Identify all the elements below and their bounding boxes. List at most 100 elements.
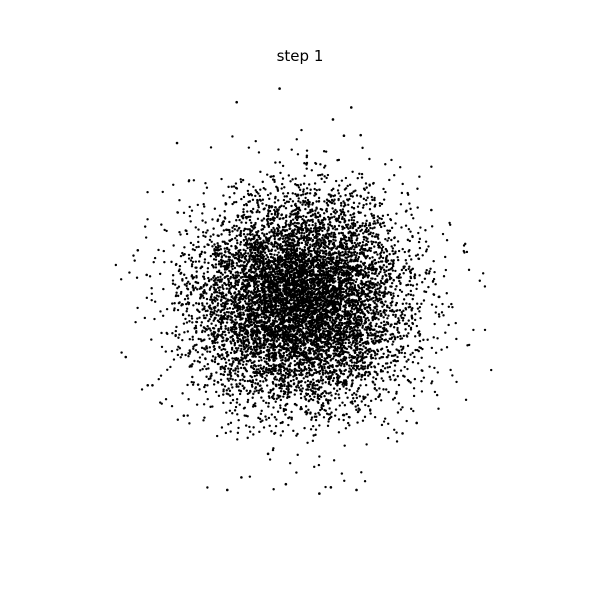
scatter-point: [293, 268, 296, 272]
scatter-point: [353, 246, 357, 249]
scatter-point: [248, 200, 252, 203]
scatter-point: [290, 148, 293, 151]
scatter-point: [324, 381, 327, 384]
scatter-point: [212, 311, 216, 315]
scatter-point: [160, 223, 163, 226]
scatter-point: [232, 361, 235, 364]
scatter-point: [161, 314, 165, 317]
scatter-point: [231, 357, 234, 360]
scatter-point: [370, 272, 374, 275]
scatter-point: [191, 375, 194, 379]
scatter-point: [257, 391, 260, 395]
scatter-point: [273, 208, 276, 212]
scatter-point: [212, 276, 215, 279]
scatter-point: [289, 379, 293, 383]
scatter-point: [271, 178, 275, 181]
scatter-point: [247, 183, 251, 186]
scatter-point: [390, 245, 393, 248]
scatter-point: [206, 243, 209, 246]
scatter-point: [312, 266, 316, 269]
scatter-point: [410, 308, 413, 311]
scatter-point: [171, 282, 175, 285]
scatter-point: [281, 240, 285, 244]
scatter-point: [196, 308, 199, 311]
scatter-point: [300, 241, 304, 245]
scatter-point: [411, 351, 414, 355]
scatter-point: [262, 380, 265, 383]
scatter-point: [273, 416, 277, 419]
scatter-point: [357, 274, 360, 278]
scatter-point: [354, 405, 357, 408]
scatter-point: [440, 311, 444, 314]
scatter-point: [346, 396, 349, 399]
scatter-point: [408, 265, 411, 268]
scatter-point: [171, 273, 175, 277]
scatter-point: [311, 424, 315, 428]
scatter-point: [178, 264, 182, 268]
scatter-point: [340, 472, 344, 475]
scatter-point: [231, 135, 234, 138]
scatter-point: [218, 280, 222, 284]
scatter-point: [257, 368, 260, 371]
scatter-point: [196, 383, 200, 386]
scatter-point: [320, 173, 324, 176]
scatter-point: [283, 186, 286, 189]
scatter-point: [215, 390, 218, 394]
scatter-point: [203, 305, 206, 308]
scatter-point: [218, 214, 222, 217]
scatter-point: [420, 379, 423, 383]
scatter-point: [351, 393, 354, 397]
scatter-point: [229, 430, 232, 433]
scatter-point: [248, 258, 251, 261]
scatter-point: [186, 297, 190, 300]
scatter-point: [228, 363, 232, 366]
scatter-point: [231, 398, 235, 402]
scatter-point: [206, 229, 209, 232]
scatter-point: [205, 367, 208, 371]
scatter-point: [240, 353, 244, 356]
scatter-point: [410, 268, 413, 272]
scatter-point: [324, 258, 327, 261]
scatter-point: [399, 281, 402, 285]
scatter-point: [301, 203, 304, 206]
scatter-point: [356, 390, 359, 393]
scatter-point: [359, 355, 362, 358]
scatter-point: [303, 246, 306, 249]
scatter-point: [348, 353, 351, 357]
scatter-point: [182, 211, 186, 215]
scatter-point: [341, 250, 344, 254]
scatter-point: [321, 382, 324, 385]
scatter-point: [437, 407, 440, 410]
scatter-point: [219, 378, 223, 382]
scatter-point: [319, 256, 323, 259]
scatter-point: [324, 150, 328, 153]
scatter-point: [172, 183, 175, 186]
scatter-point: [365, 186, 368, 189]
scatter-point: [260, 224, 264, 227]
scatter-point: [262, 186, 265, 190]
scatter-point: [258, 304, 262, 308]
scatter-point: [352, 282, 355, 285]
scatter-point: [272, 231, 276, 235]
scatter-point: [379, 270, 382, 274]
scatter-point: [163, 228, 166, 232]
scatter-point: [267, 212, 270, 216]
scatter-point: [368, 295, 371, 298]
scatter-point: [400, 226, 403, 229]
scatter-point: [310, 416, 314, 419]
scatter-point: [339, 358, 343, 362]
scatter-point: [220, 303, 223, 306]
scatter-point: [334, 218, 337, 221]
scatter-point: [201, 231, 205, 234]
scatter-point: [260, 228, 263, 231]
scatter-point: [401, 182, 404, 186]
scatter-point: [401, 406, 404, 409]
scatter-point: [404, 210, 408, 213]
scatter-point: [241, 363, 245, 367]
scatter-point: [269, 175, 272, 178]
scatter-point: [395, 285, 398, 288]
scatter-point: [407, 332, 410, 335]
scatter-point: [381, 277, 384, 280]
scatter-point: [285, 367, 289, 370]
